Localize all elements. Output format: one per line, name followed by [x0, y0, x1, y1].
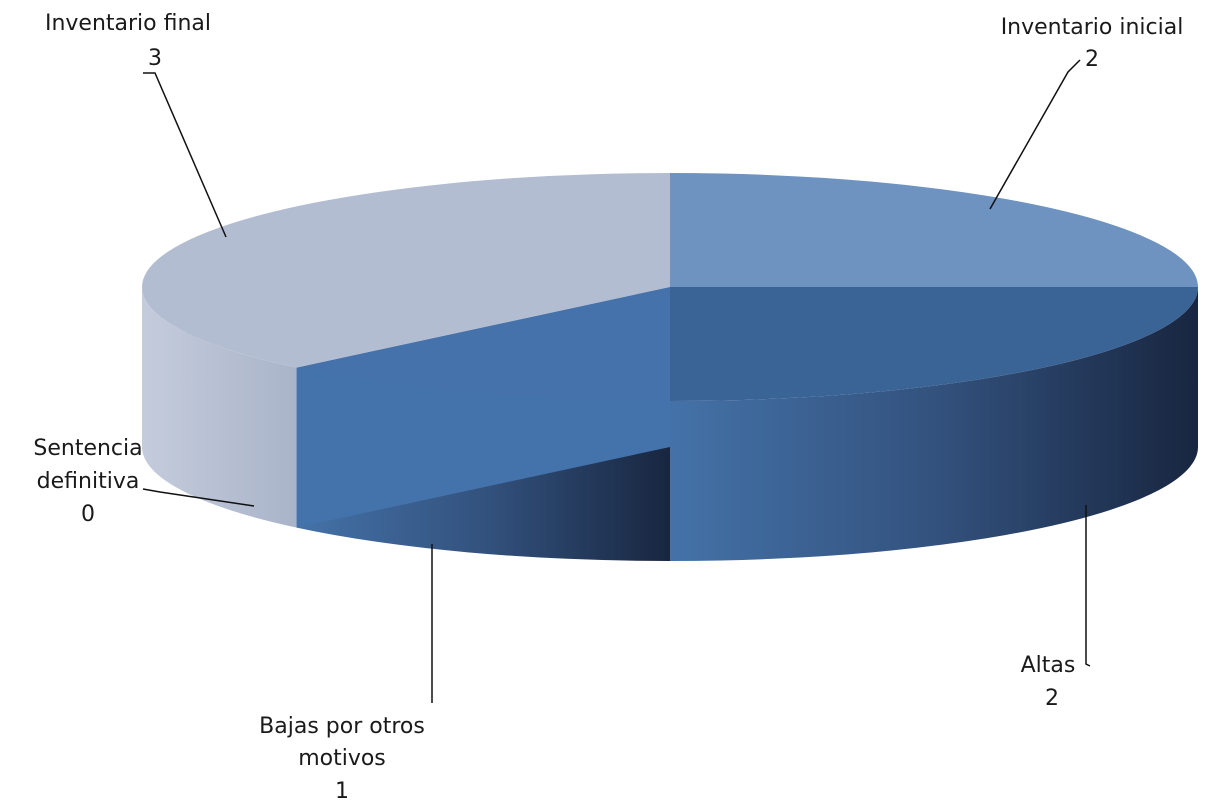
data-label-category: Inventario inicial: [1001, 15, 1184, 40]
data-label-category: motivos: [298, 746, 386, 771]
pie-side-inventario-final: [142, 287, 297, 528]
data-label-category: Sentencia: [33, 436, 142, 461]
pie-side-altas: [670, 287, 1198, 561]
data-label-sentencia-definitiva: Sentencia definitiva 0: [33, 436, 142, 527]
data-label-inventario-inicial: Inventario inicial 2: [1001, 15, 1184, 72]
data-label-altas: Altas 2: [1021, 653, 1076, 711]
data-label-value: 2: [1085, 47, 1099, 72]
pie-slice-altas: [670, 287, 1198, 401]
data-label-inventario-final: Inventario final 3: [45, 11, 211, 71]
data-label-bajas-por-otros-motivos: Bajas por otros motivos 1: [259, 714, 425, 804]
data-label-category: definitiva: [37, 469, 140, 494]
data-label-value: 0: [81, 502, 95, 527]
data-label-value: 3: [148, 46, 162, 71]
data-label-category: Bajas por otros: [259, 714, 425, 739]
data-label-value: 2: [1045, 686, 1059, 711]
pie-slice-inventario-final: [142, 173, 670, 368]
data-label-value: 1: [335, 779, 349, 804]
pie-slice-bajas-por-otros-motivos: [296, 287, 670, 401]
leader-line-inventario-final: [143, 72, 227, 238]
data-label-category: Inventario final: [45, 11, 211, 36]
data-label-category: Altas: [1021, 653, 1076, 678]
leader-line-sentencia: [142, 488, 255, 507]
pie-slice-inventario-inicial: [670, 173, 1198, 287]
leader-line-altas: [1085, 505, 1091, 667]
pie-slices: [142, 173, 1198, 401]
leader-line-inventario-inicial: [989, 59, 1081, 210]
